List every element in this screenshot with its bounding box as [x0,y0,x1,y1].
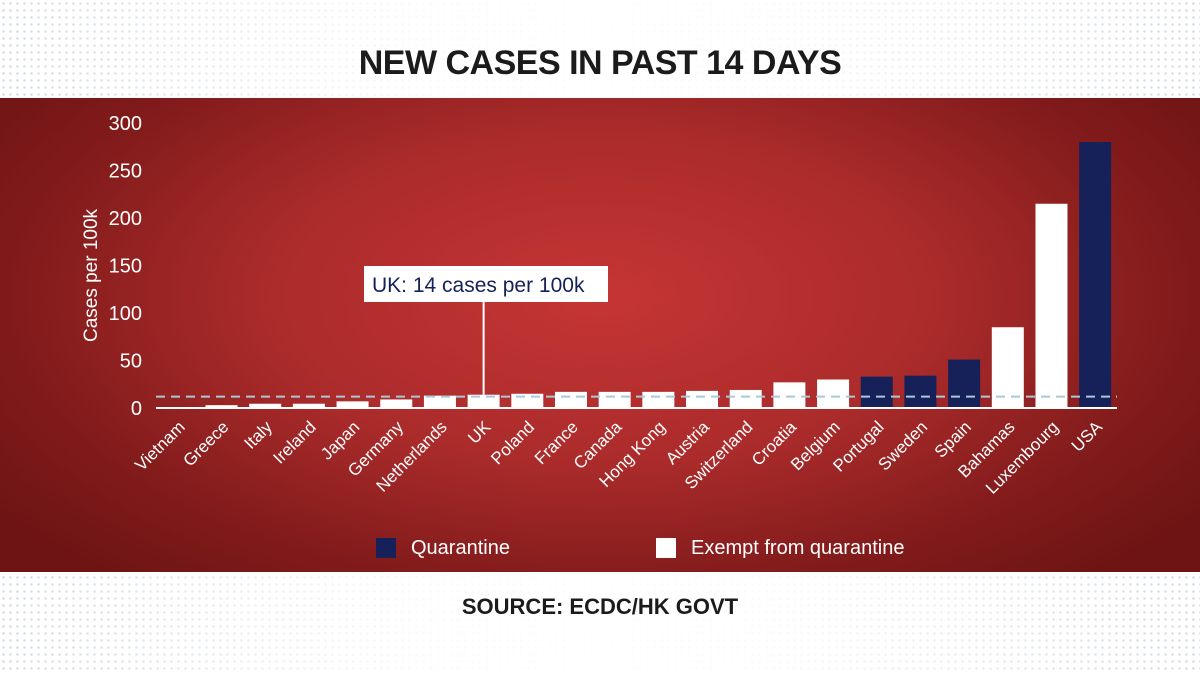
bar-hong-kong [642,391,675,408]
x-tick-label-italy: Italy [241,417,277,453]
bar-portugal [860,376,893,408]
bar-uk [467,394,500,408]
bar-italy [249,403,282,408]
bar-ireland [292,403,325,408]
bar-switzerland [729,389,762,408]
chart-title: NEW CASES IN PAST 14 DAYS [358,44,842,82]
x-tick-label-sweden: Sweden [874,417,931,474]
bar-austria [686,390,719,408]
bar-croatia [773,382,806,408]
y-axis: 0 50 100 150 200 250 300 [109,113,142,420]
y-tick-label: 300 [109,113,142,135]
y-tick-label: 150 [109,256,142,278]
y-axis-title: Cases per 100k [81,208,102,342]
legend-label-exempt: Exempt from quarantine [691,537,904,559]
x-tick-label-usa: USA [1068,417,1107,456]
y-tick-label: 0 [131,398,142,420]
bar-canada [598,391,631,408]
source-note: SOURCE: ECDC/HK GOVT [461,594,739,619]
x-tick-label-poland: Poland [487,417,538,468]
y-tick-label: 250 [109,161,142,183]
bar-luxembourg [1035,203,1068,408]
bars [161,142,1112,409]
bar-usa [1079,142,1112,408]
y-tick-label: 200 [109,208,142,230]
x-tick-label-greece: Greece [179,417,232,470]
legend: Quarantine Exempt from quarantine [376,537,904,559]
bar-france [554,391,587,408]
bar-sweden [904,375,937,408]
bar-netherlands [423,395,456,408]
bar-belgium [817,379,850,408]
x-tick-label-uk: UK [464,417,495,448]
bar-germany [380,399,413,408]
x-tick-label-vietnam: Vietnam [131,417,188,474]
bar-spain [948,359,981,408]
legend-swatch-exempt [656,538,676,558]
annotation-box [364,266,608,302]
annotation-text: UK: 14 cases per 100k [372,274,585,297]
legend-swatch-quarantine [376,538,396,558]
bar-bahamas [991,327,1024,408]
legend-label-quarantine: Quarantine [411,537,510,559]
bar-japan [336,401,369,408]
y-tick-label: 100 [109,303,142,325]
x-tick-label-ireland: Ireland [270,417,320,467]
y-tick-label: 50 [120,351,142,373]
bar-greece [205,405,238,408]
annotation: UK: 14 cases per 100k [364,266,608,395]
